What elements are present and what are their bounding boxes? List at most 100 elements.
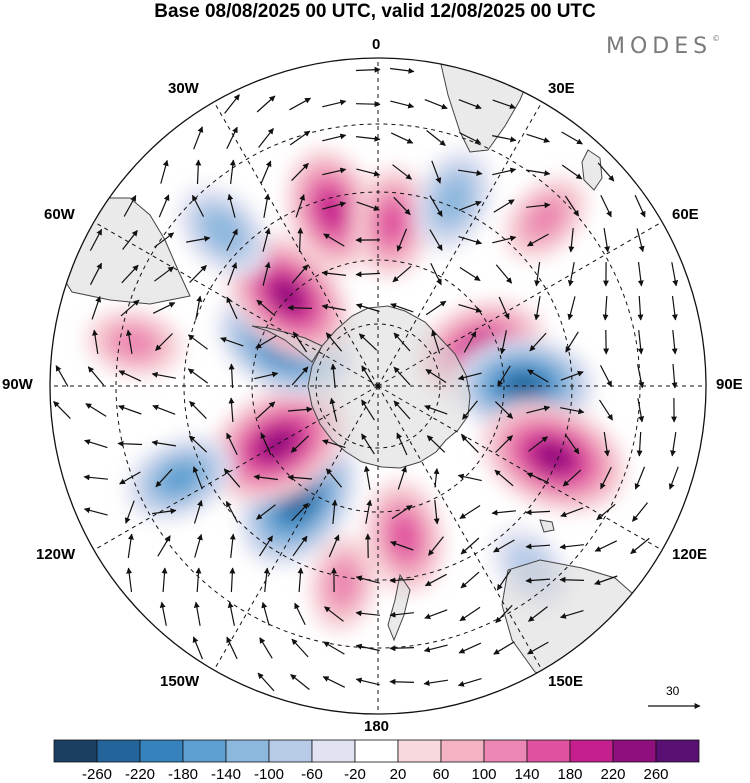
wind-vector — [637, 295, 644, 321]
wind-vector — [396, 228, 408, 252]
wind-vector — [429, 229, 443, 251]
wind-vector — [526, 202, 551, 209]
wind-vector — [229, 567, 236, 593]
wind-vector — [263, 567, 270, 592]
wind-vector — [528, 606, 548, 622]
wind-vector — [597, 162, 615, 182]
wind-vector — [322, 201, 347, 210]
south-pole-dot — [376, 384, 380, 388]
wind-vector — [118, 370, 142, 382]
wind-vector — [365, 499, 373, 524]
wind-vector — [600, 466, 612, 490]
wind-vector — [291, 502, 309, 522]
wind-vector — [461, 434, 479, 454]
colorbar-swatch — [182, 739, 227, 763]
colorbar-swatch — [655, 739, 700, 763]
wind-vector — [254, 371, 279, 380]
wind-vector — [423, 644, 448, 653]
wind-vector — [292, 331, 308, 353]
wind-vector — [328, 534, 340, 558]
wind-vector — [391, 504, 413, 520]
lon-label-150w: 150W — [160, 673, 200, 690]
wind-vector — [91, 296, 101, 320]
wind-vector — [393, 366, 411, 386]
wind-vector — [423, 679, 448, 686]
wind-vector — [297, 567, 304, 593]
wind-vector — [122, 230, 138, 250]
wind-vector — [195, 567, 202, 593]
wind-vector — [329, 397, 338, 422]
wind-vector — [425, 300, 447, 316]
wind-vector — [495, 604, 513, 624]
anomaly-blob — [285, 147, 376, 273]
wind-vector — [636, 228, 645, 253]
map-disc — [50, 58, 706, 714]
colorbar-swatch — [225, 739, 270, 763]
wind-vector — [602, 295, 609, 321]
wind-vector — [561, 131, 583, 145]
wind-vector — [227, 601, 235, 626]
wind-vector — [389, 645, 415, 652]
meridian-lines — [50, 58, 706, 714]
wind-vector — [290, 435, 310, 453]
wind-vector — [392, 164, 412, 180]
wind-vector — [257, 672, 275, 692]
wind-vector — [227, 262, 238, 286]
wind-vector — [322, 99, 347, 108]
wind-vector — [355, 575, 380, 584]
colorbar-tick-label: -180 — [167, 766, 199, 783]
wind-vector — [671, 262, 679, 287]
wind-vector — [426, 130, 446, 146]
wind-vector — [322, 439, 346, 449]
wind-vector — [152, 302, 176, 314]
colorbar-tick-label: 20 — [389, 766, 407, 783]
colorbar-swatch — [397, 739, 442, 763]
wind-vector — [425, 368, 447, 384]
lon-label-90w: 90W — [2, 376, 33, 393]
wind-vector — [321, 303, 346, 311]
wind-vector — [561, 164, 583, 180]
wind-vector — [229, 533, 236, 558]
wind-vector — [330, 363, 337, 388]
wind-vector — [225, 500, 239, 523]
wind-vector — [393, 196, 411, 216]
wind-vector — [297, 227, 304, 253]
wind-vector — [396, 432, 408, 456]
anomaly-contour — [435, 177, 471, 224]
wind-vector — [390, 303, 414, 313]
lon-label-120w: 120W — [36, 546, 76, 563]
wind-vector — [630, 537, 650, 555]
anomaly-contour — [259, 429, 295, 459]
wind-vector — [151, 439, 176, 447]
wind-vector — [526, 405, 551, 414]
wind-vector — [361, 365, 375, 387]
wind-vector — [634, 194, 646, 218]
wind-vector — [494, 469, 514, 487]
wind-vector — [324, 606, 344, 622]
wind-vector — [152, 508, 177, 515]
wind-vector — [355, 610, 380, 617]
wind-vector — [160, 159, 169, 184]
wind-vector — [260, 432, 272, 456]
colorbar-swatch — [483, 739, 528, 763]
wind-vector — [424, 99, 448, 110]
wind-vector — [599, 365, 613, 388]
anomaly-contour — [111, 327, 156, 359]
colorbar-tick-label: -100 — [253, 766, 285, 783]
lon-label-90e: 90E — [716, 376, 743, 393]
wind-vectors — [53, 66, 679, 692]
wind-vector — [457, 473, 482, 482]
kerguelen-island — [539, 519, 555, 533]
wind-vector — [355, 66, 381, 73]
wind-vector — [226, 296, 238, 320]
wind-vector — [87, 366, 105, 386]
wind-vector — [495, 435, 513, 453]
anomaly-blob — [206, 385, 348, 504]
colorbar-swatch — [53, 739, 98, 763]
wind-vector — [525, 543, 551, 550]
colorbar-swatch — [96, 739, 141, 763]
wind-vector — [457, 372, 482, 381]
lon-label-120e: 120E — [672, 546, 708, 563]
anomaly-blob — [353, 165, 432, 280]
